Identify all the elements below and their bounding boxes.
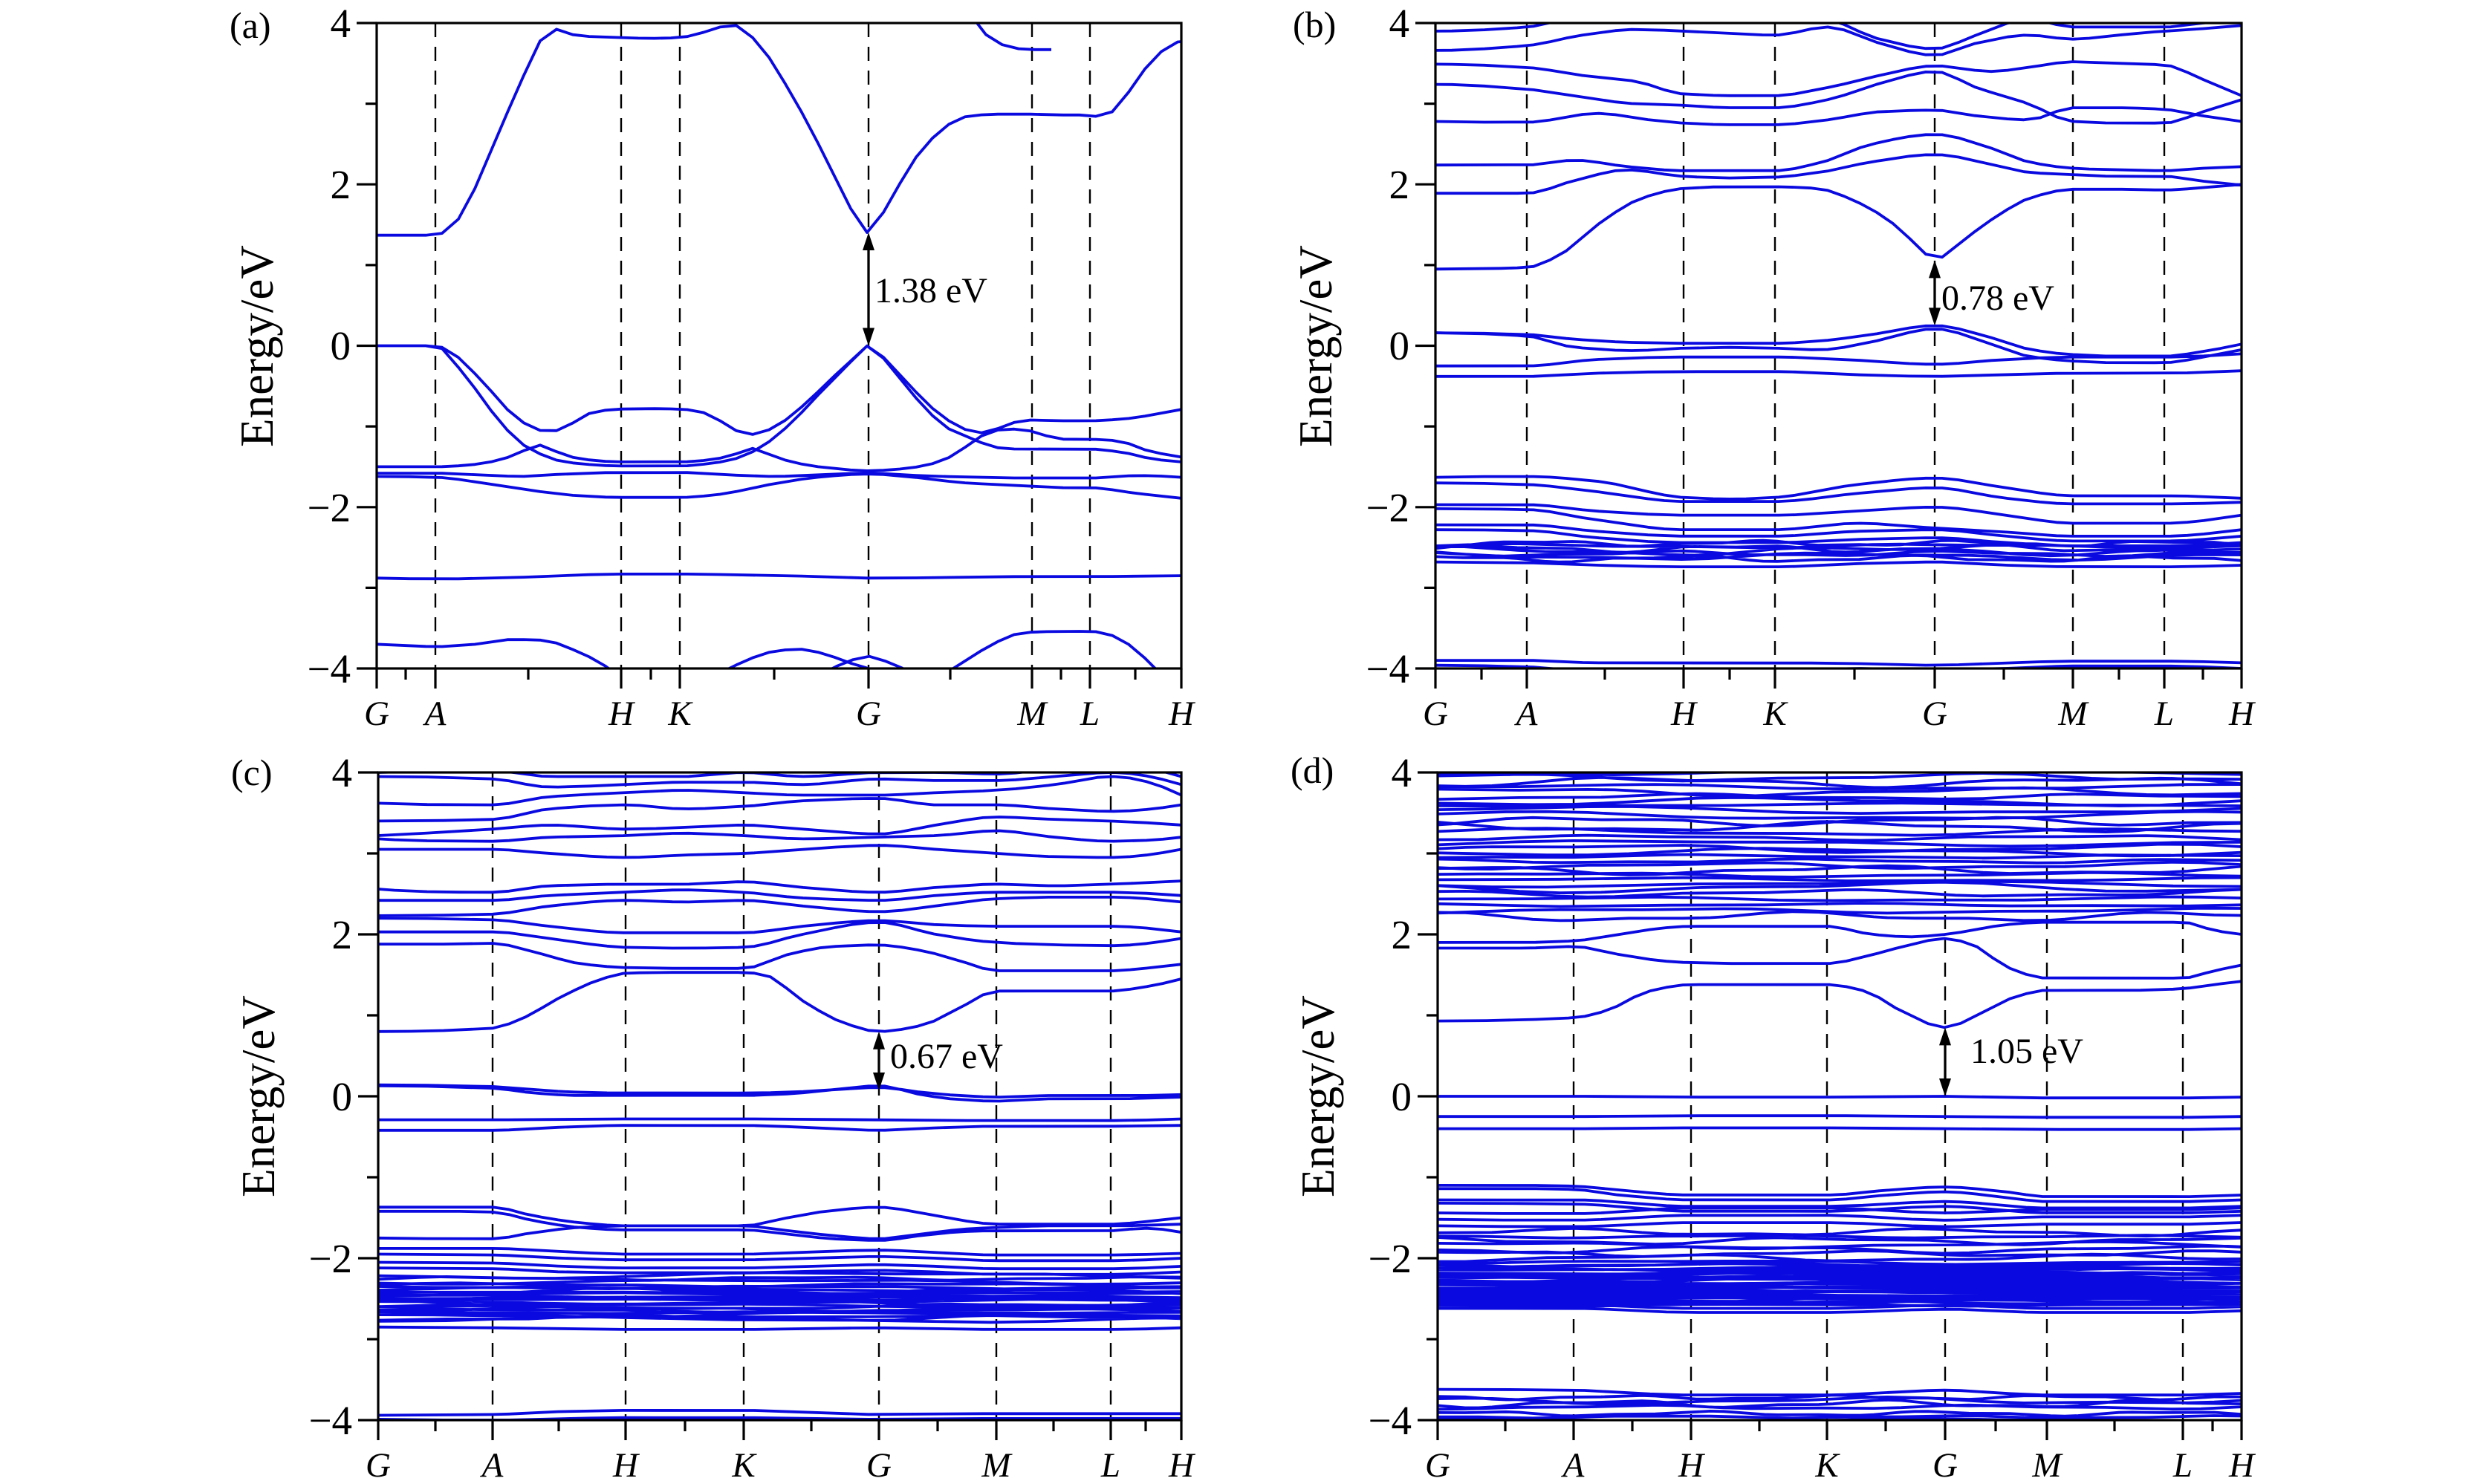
svg-text:K: K: [1762, 694, 1788, 733]
svg-text:−2: −2: [1368, 1236, 1412, 1281]
svg-text:Energy/eV: Energy/eV: [1290, 245, 1342, 447]
svg-text:(a): (a): [230, 4, 271, 46]
svg-text:A: A: [480, 1446, 504, 1484]
svg-text:(b): (b): [1293, 4, 1336, 45]
svg-text:G: G: [1423, 694, 1448, 733]
svg-text:L: L: [1080, 694, 1100, 733]
svg-text:L: L: [2172, 1446, 2193, 1484]
svg-text:L: L: [2154, 694, 2174, 733]
svg-text:G: G: [364, 694, 389, 733]
svg-text:−2: −2: [308, 1236, 352, 1281]
svg-text:−4: −4: [1366, 646, 1409, 691]
svg-text:Energy/eV: Energy/eV: [231, 245, 283, 447]
svg-text:G: G: [866, 1446, 892, 1484]
svg-text:H: H: [1168, 694, 1196, 733]
svg-text:H: H: [2228, 1446, 2256, 1484]
svg-text:0: 0: [1392, 1074, 1412, 1119]
svg-text:0.78 eV: 0.78 eV: [1941, 279, 2054, 318]
svg-text:4: 4: [332, 750, 353, 795]
svg-text:2: 2: [331, 162, 351, 207]
svg-text:4: 4: [1392, 750, 1412, 795]
svg-text:Energy/eV: Energy/eV: [1292, 995, 1344, 1197]
svg-text:−4: −4: [307, 646, 351, 691]
svg-text:0: 0: [1389, 323, 1410, 368]
svg-text:Energy/eV: Energy/eV: [233, 995, 285, 1197]
svg-text:M: M: [1016, 694, 1048, 733]
svg-text:L: L: [1100, 1446, 1120, 1484]
svg-text:A: A: [423, 694, 447, 733]
svg-text:G: G: [856, 694, 881, 733]
svg-text:1.38 eV: 1.38 eV: [874, 271, 987, 310]
svg-text:K: K: [731, 1446, 757, 1484]
svg-text:K: K: [667, 694, 693, 733]
svg-text:M: M: [2057, 694, 2089, 733]
svg-text:4: 4: [1389, 1, 1410, 46]
svg-text:M: M: [2031, 1446, 2063, 1484]
svg-text:A: A: [1561, 1446, 1585, 1484]
svg-text:2: 2: [332, 912, 353, 957]
svg-text:0: 0: [331, 323, 351, 368]
svg-text:H: H: [612, 1446, 640, 1484]
svg-text:0: 0: [332, 1074, 353, 1119]
svg-text:K: K: [1814, 1446, 1840, 1484]
svg-text:H: H: [1168, 1446, 1196, 1484]
svg-text:−2: −2: [307, 485, 351, 530]
svg-text:G: G: [1932, 1446, 1958, 1484]
svg-text:4: 4: [331, 1, 351, 46]
svg-text:H: H: [608, 694, 636, 733]
svg-text:(c): (c): [231, 752, 273, 793]
svg-text:2: 2: [1392, 912, 1412, 957]
svg-text:−4: −4: [1368, 1398, 1412, 1443]
svg-text:1.05 eV: 1.05 eV: [1970, 1032, 2083, 1071]
svg-text:A: A: [1514, 694, 1538, 733]
svg-text:2: 2: [1389, 162, 1410, 207]
svg-text:−4: −4: [308, 1398, 352, 1443]
svg-text:G: G: [366, 1446, 391, 1484]
svg-text:H: H: [1670, 694, 1698, 733]
svg-text:H: H: [1678, 1446, 1706, 1484]
svg-text:(d): (d): [1291, 749, 1334, 791]
svg-text:M: M: [981, 1446, 1013, 1484]
svg-text:−2: −2: [1366, 485, 1409, 530]
svg-text:G: G: [1922, 694, 1947, 733]
svg-text:0.67 eV: 0.67 eV: [890, 1037, 1003, 1076]
svg-text:G: G: [1425, 1446, 1450, 1484]
svg-text:H: H: [2228, 694, 2256, 733]
